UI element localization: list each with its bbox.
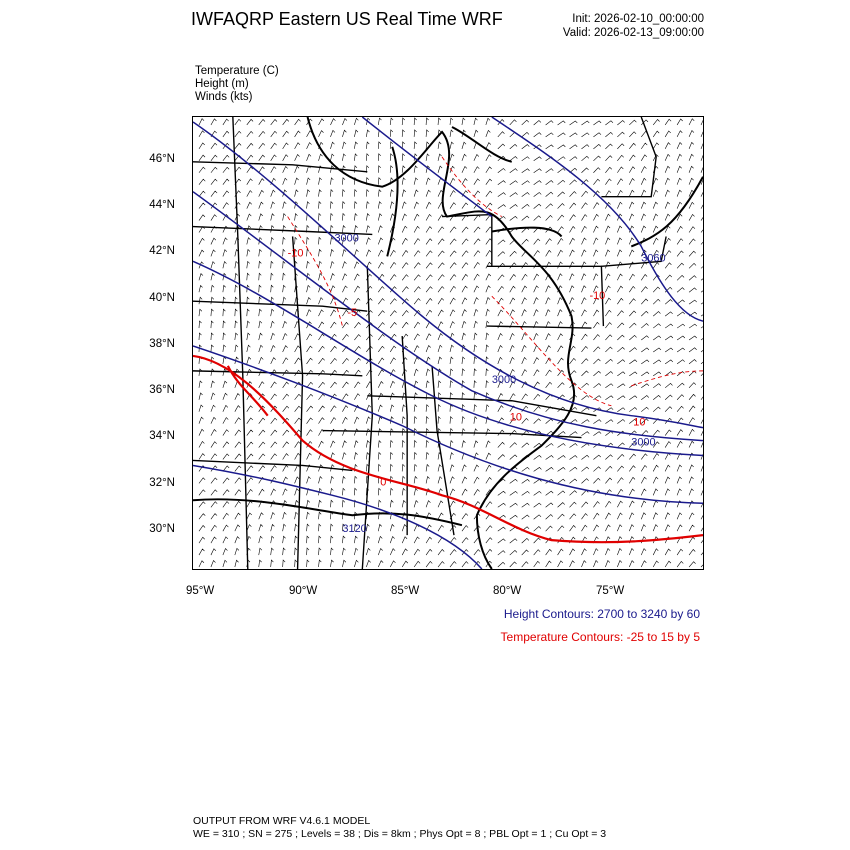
height-contours — [193, 117, 703, 569]
valid-time: Valid: 2026-02-13_09:00:00 — [562, 27, 704, 39]
lon-label: 90°W — [289, 585, 318, 597]
height-label: 3000 — [492, 374, 516, 386]
temperature-contours — [287, 156, 703, 407]
lat-label: 30°N — [149, 523, 175, 535]
field-height: Height (m) — [195, 78, 249, 90]
lon-label: 95°W — [186, 585, 215, 597]
lat-label: 40°N — [149, 292, 175, 304]
state-boundaries — [193, 117, 667, 569]
temperature-contour-legend: Temperature Contours: -25 to 15 by 5 — [500, 630, 700, 644]
lat-label: 38°N — [149, 338, 175, 350]
lon-label: 80°W — [493, 585, 522, 597]
lat-label: 46°N — [149, 153, 175, 165]
lat-label: 44°N — [149, 199, 175, 211]
lat-label: 34°N — [149, 430, 175, 442]
temperature-label: 10 — [633, 417, 645, 429]
height-label: 3060 — [641, 252, 665, 264]
field-winds: Winds (kts) — [195, 91, 253, 103]
temperature-contour-labels: -10 -5 10 10 -10 0 — [288, 247, 646, 488]
temperature-label: -5 — [347, 307, 357, 319]
temperature-label: -10 — [288, 247, 304, 259]
temperature-label: 10 — [510, 412, 522, 424]
model-info-line-1: OUTPUT FROM WRF V4.6.1 MODEL — [193, 815, 371, 827]
height-contour-legend: Height Contours: 2700 to 3240 by 60 — [503, 607, 700, 621]
model-info-line-2: WE = 310 ; SN = 275 ; Levels = 38 ; Dis … — [193, 828, 607, 840]
lat-label: 36°N — [149, 384, 175, 396]
coastlines — [193, 117, 703, 569]
lat-label: 42°N — [149, 245, 175, 257]
height-label: 3000 — [631, 437, 655, 449]
height-label: 3000 — [334, 232, 358, 244]
map-title: IWFAQRP Eastern US Real Time WRF — [191, 9, 503, 29]
weather-map: 3000 3060 3000 3000 3120 -10 -5 10 10 -1… — [192, 116, 704, 570]
init-time: Init: 2026-02-10_00:00:00 — [572, 13, 704, 25]
height-contour-labels: 3000 3060 3000 3000 3120 — [334, 232, 665, 535]
freezing-line — [193, 354, 703, 544]
height-label: 3120 — [342, 523, 366, 535]
field-temperature: Temperature (C) — [195, 65, 279, 77]
lon-label: 75°W — [596, 585, 625, 597]
temperature-label: 0 — [380, 476, 386, 488]
temperature-label: -10 — [589, 290, 605, 302]
lat-label: 32°N — [149, 477, 175, 489]
lon-label: 85°W — [391, 585, 420, 597]
